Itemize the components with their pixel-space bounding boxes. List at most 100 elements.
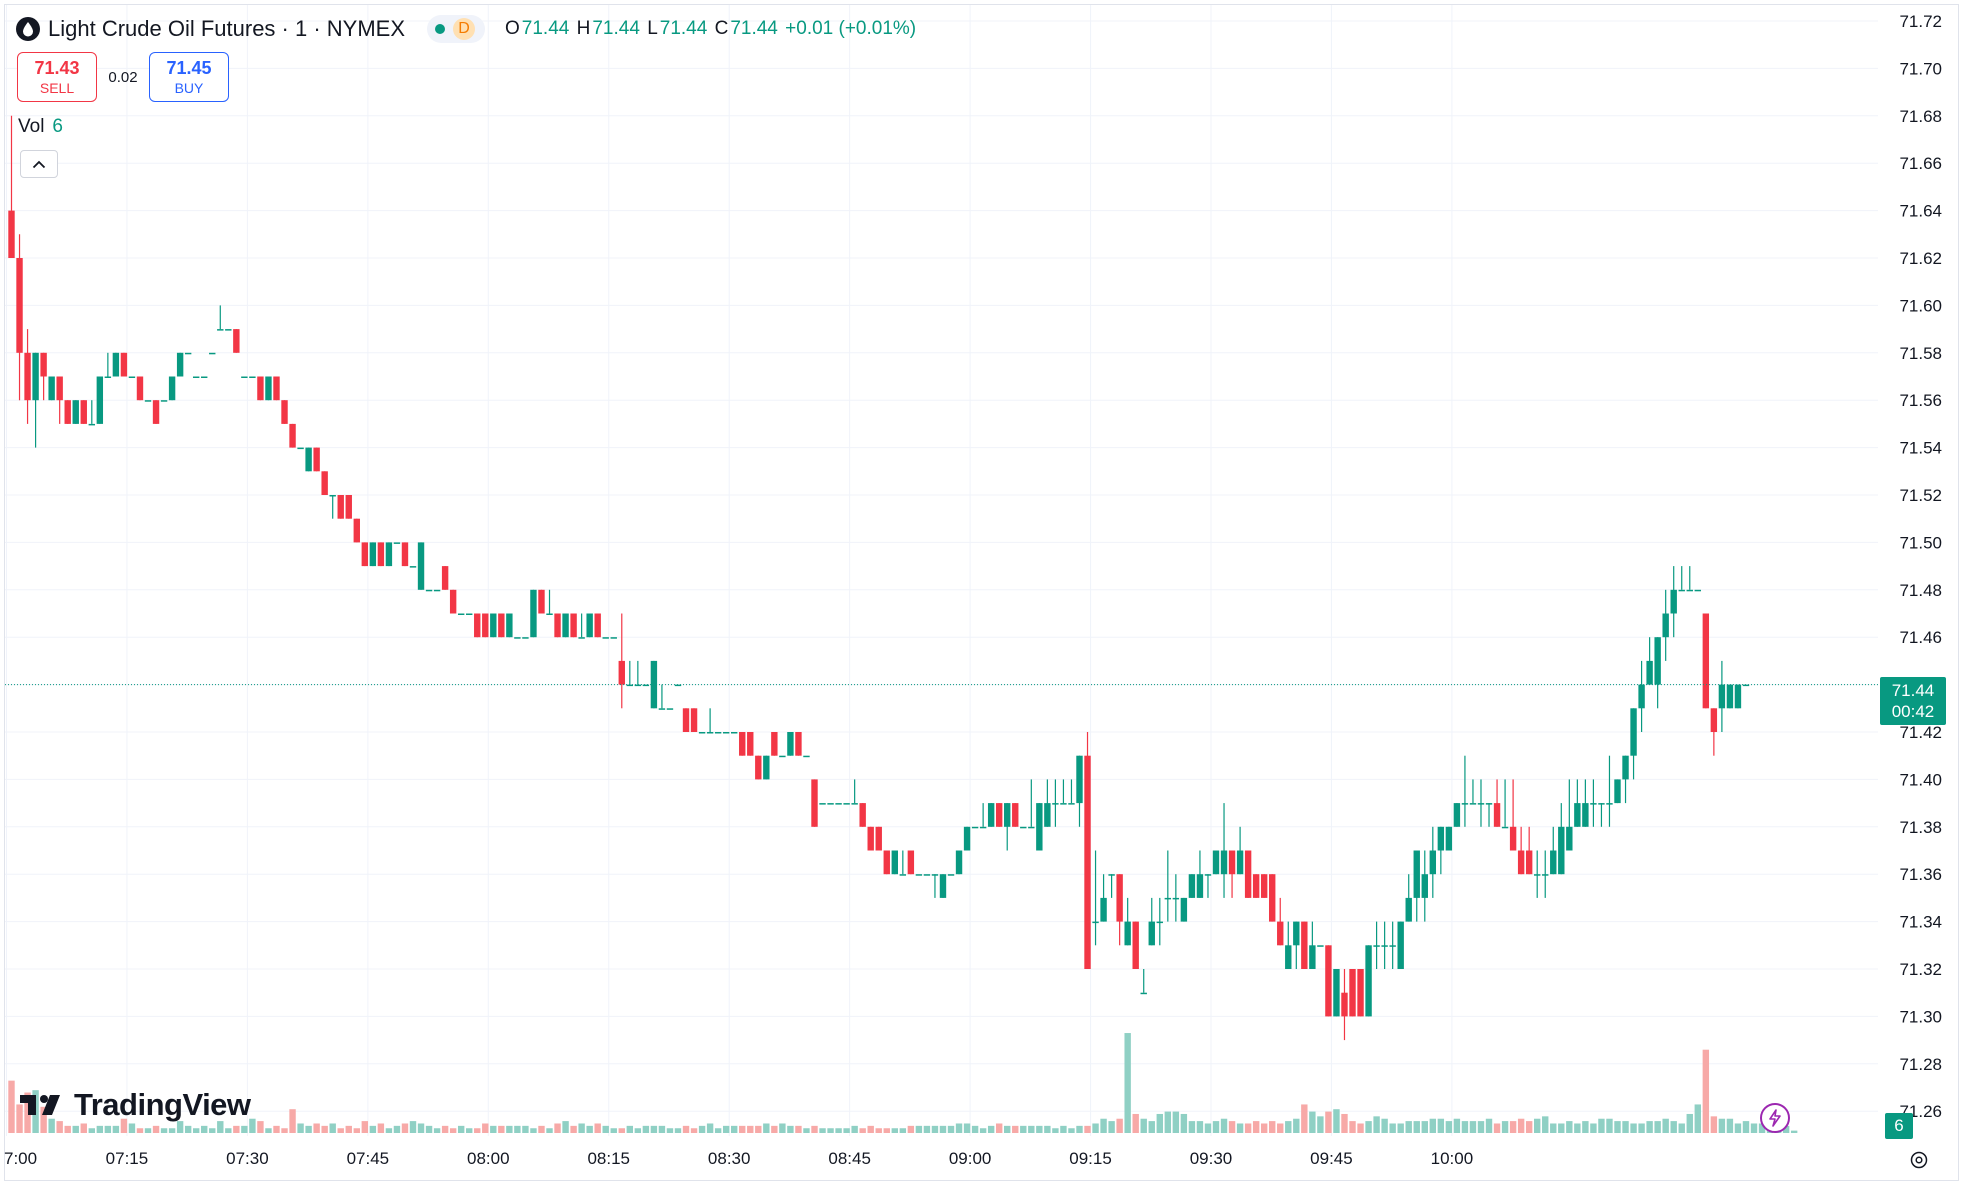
volume-bar (923, 1125, 931, 1133)
collapse-legend-button[interactable] (20, 150, 58, 178)
volume-bar (1244, 1123, 1252, 1133)
candle-body (1365, 945, 1372, 1017)
volume-bar (1718, 1118, 1726, 1133)
volume-bar (987, 1125, 995, 1133)
volume-bar (971, 1125, 979, 1133)
ohlc-values: O 71.44 H 71.44 L 71.44 C 71.44 +0.01 (+0.01… (505, 18, 918, 40)
volume-bar (1044, 1125, 1051, 1133)
candle-body (835, 803, 842, 805)
candle-body (1052, 803, 1059, 805)
volume-bar (1012, 1125, 1019, 1133)
volume-bar (1212, 1121, 1220, 1133)
y-axis-tick-label: 71.68 (1899, 107, 1942, 126)
candle-body (987, 803, 995, 827)
tradingview-logo[interactable]: TradingView (20, 1087, 251, 1123)
candle-body (168, 376, 176, 401)
volume-bar (827, 1128, 834, 1133)
settings-gear-icon[interactable] (1906, 1147, 1932, 1173)
candle-body (891, 850, 898, 875)
volume-bar (265, 1128, 272, 1133)
volume-bar (449, 1128, 457, 1133)
candle-body (498, 613, 505, 638)
candle-body (1172, 897, 1180, 900)
volume-bar (1558, 1123, 1565, 1133)
volume-bar (201, 1125, 208, 1133)
volume-bar (498, 1125, 505, 1133)
candle-body (971, 826, 979, 829)
volume-bar (1317, 1116, 1324, 1133)
candle-body (1654, 637, 1661, 685)
candle-body (209, 352, 216, 355)
low-value: 71.44 (659, 18, 708, 39)
y-axis-tick-label: 71.58 (1899, 344, 1942, 363)
candle-body (1742, 684, 1750, 687)
volume-bar (209, 1128, 216, 1133)
y-axis-tick-label: 71.66 (1899, 154, 1942, 173)
volume-bar (1614, 1121, 1621, 1133)
trade-buttons: 71.43 SELL 0.02 71.45 BUY (17, 52, 229, 102)
candle-body (104, 376, 112, 378)
volume-bar (658, 1125, 666, 1133)
candle-body (1277, 921, 1284, 946)
volume-bar (128, 1123, 136, 1133)
volume-bar (610, 1128, 617, 1133)
volume-bar (731, 1125, 738, 1133)
symbol-title[interactable]: Light Crude Oil Futures · 1 · NYMEX (48, 16, 406, 41)
sell-button[interactable]: 71.43 SELL (17, 52, 97, 102)
volume-bar (273, 1125, 280, 1133)
y-axis-tick-label: 71.48 (1899, 581, 1942, 600)
volume-bar (1084, 1125, 1091, 1133)
candle-body (1397, 921, 1404, 969)
volume-bar (1349, 1121, 1356, 1133)
volume-bar (1678, 1123, 1685, 1133)
candle-body (923, 874, 931, 876)
candle-body (1710, 708, 1718, 732)
tv-logo-icon (20, 1095, 60, 1115)
volume-bar (1630, 1123, 1637, 1133)
sell-label: SELL (39, 80, 75, 96)
volume-bar (136, 1128, 144, 1133)
candle-body (8, 210, 15, 258)
candle-body (1630, 708, 1637, 756)
volume-bar (522, 1125, 529, 1133)
volume-bar (184, 1125, 192, 1133)
candle-body (136, 376, 144, 401)
volume-bar (1397, 1123, 1404, 1133)
volume-bar (1156, 1113, 1163, 1133)
candle-body (1228, 850, 1236, 875)
candle-body (449, 589, 457, 614)
volume-bar (1702, 1049, 1710, 1133)
candle-body (1156, 921, 1163, 924)
candle-body (1357, 969, 1364, 1017)
candle-body (1220, 850, 1228, 875)
candle-body (1349, 969, 1356, 1017)
candle-body (1646, 660, 1653, 685)
candle-body (755, 755, 762, 780)
volume-bar (225, 1128, 232, 1133)
volume-bar (843, 1128, 850, 1133)
volume-bar (530, 1128, 537, 1133)
candle-body (1373, 945, 1380, 947)
volume-bar (650, 1125, 658, 1133)
lightning-icon[interactable] (1760, 1103, 1790, 1133)
candle-body (690, 708, 698, 732)
volume-legend-value: 6 (52, 116, 63, 137)
volume-bar (1172, 1111, 1180, 1133)
volume-bar (1670, 1121, 1677, 1133)
market-status-pill[interactable]: D (427, 15, 486, 43)
candle-body (466, 613, 473, 615)
candle-body (1269, 874, 1276, 922)
volume-legend-label: Vol (18, 116, 45, 137)
buy-button[interactable]: 71.45 BUY (149, 52, 229, 102)
volume-bar (602, 1125, 609, 1133)
candle-body (457, 613, 465, 615)
x-axis-tick-label: 09:45 (1310, 1149, 1353, 1168)
candle-body (377, 542, 385, 567)
candle-body (859, 803, 866, 827)
candle-body (1381, 945, 1388, 947)
candle-body (1132, 921, 1139, 969)
volume-bar (835, 1128, 842, 1133)
volume-legend[interactable]: Vol 6 (18, 116, 63, 138)
close-label: C (714, 18, 729, 39)
